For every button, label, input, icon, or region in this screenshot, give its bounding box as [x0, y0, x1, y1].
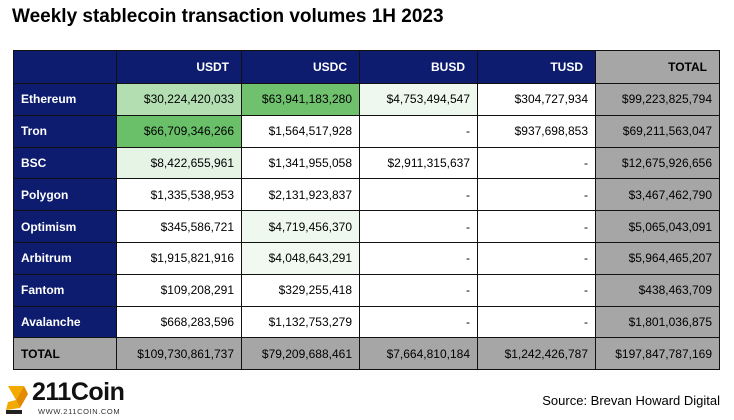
cell-total: $1,801,036,875 [595, 305, 720, 339]
cell-total: $5,065,043,091 [595, 210, 720, 243]
cell-tusd: - [477, 210, 596, 243]
cell-usdt: $1,335,538,953 [116, 178, 242, 212]
total-cell-usdt: $109,730,861,737 [116, 337, 242, 371]
total-cell-busd: $7,664,810,184 [359, 337, 478, 371]
row-label: Tron [13, 114, 117, 148]
table-row: Avalanche $668,283,596 $1,132,753,279- - $1,… [13, 305, 720, 339]
total-cell-usdc: $79,209,688,461 [241, 337, 360, 371]
cell-usdt: $30,224,420,033 [116, 83, 242, 116]
cell-busd: - [359, 114, 478, 148]
column-header-tusd: TUSD [477, 50, 596, 84]
cell-tusd: $304,727,934 [477, 83, 596, 116]
cell-usdc: $1,132,753,279 [241, 305, 360, 339]
total-cell-tusd: $1,242,426,787 [477, 337, 596, 371]
total-cell-total: $197,847,787,169 [595, 337, 720, 371]
row-label: Arbitrum [13, 241, 117, 275]
cell-busd: - [359, 178, 478, 212]
cell-usdt: $1,915,821,916 [116, 241, 242, 275]
cell-usdc: $63,941,183,280 [241, 83, 360, 116]
column-header-usdt: USDT [116, 50, 242, 84]
cell-usdc: $4,048,643,291 [241, 241, 360, 275]
cell-total: $3,467,462,790 [595, 178, 720, 212]
cell-usdc: $1,341,955,058 [241, 146, 360, 180]
table-row: Optimism $345,586,721 $4,719,456,370- - $5,0… [13, 210, 720, 243]
chart-title: Weekly stablecoin transaction volumes 1H… [12, 6, 444, 27]
cell-total: $99,223,825,794 [595, 83, 720, 116]
row-label: Polygon [13, 178, 117, 212]
brand-logo: 211Coin WWW.211COIN.COM [4, 378, 154, 418]
source-note: Source: Brevan Howard Digital [542, 393, 720, 408]
row-label: BSC [13, 146, 117, 180]
table-row: Fantom $109,208,291 $329,255,418- - $438,463… [13, 273, 720, 307]
cell-busd: - [359, 210, 478, 243]
cell-busd: $4,753,494,547 [359, 83, 478, 116]
total-row-label: TOTAL [13, 337, 117, 371]
total-row: TOTAL $109,730,861,737 $79,209,688,461 $7,6… [13, 337, 720, 371]
cell-usdc: $4,719,456,370 [241, 210, 360, 243]
table-row: BSC $8,422,655,961 $1,341,955,058 $2,911,31… [13, 146, 720, 180]
row-label: Avalanche [13, 305, 117, 339]
cell-tusd: - [477, 273, 596, 307]
cell-busd: - [359, 273, 478, 307]
cell-tusd: - [477, 178, 596, 212]
cell-usdc: $2,131,923,837 [241, 178, 360, 212]
table-row: Arbitrum $1,915,821,916 $4,048,643,291- - $5… [13, 241, 720, 275]
table-row: Tron $66,709,346,266 $1,564,517,928- $937,6… [13, 114, 720, 148]
cell-busd: $2,911,315,637 [359, 146, 478, 180]
logo-wordmark: 211Coin [32, 378, 125, 406]
cell-usdc: $1,564,517,928 [241, 114, 360, 148]
logo-url: WWW.211COIN.COM [38, 407, 121, 416]
cell-total: $69,211,563,047 [595, 114, 720, 148]
cell-busd: - [359, 305, 478, 339]
table-row: Ethereum $30,224,420,033 $63,941,183,280 $4… [13, 83, 720, 116]
cell-usdt: $109,208,291 [116, 273, 242, 307]
cell-total: $438,463,709 [595, 273, 720, 307]
cell-tusd: - [477, 241, 596, 275]
cell-tusd: - [477, 146, 596, 180]
cell-tusd: - [477, 305, 596, 339]
header-row: USDT USDC BUSD TUSD TOTAL [13, 50, 720, 84]
table-row: Polygon $1,335,538,953 $2,131,923,837- - $3,… [13, 178, 720, 212]
cell-usdt: $8,422,655,961 [116, 146, 242, 180]
column-header-usdc: USDC [241, 50, 360, 84]
cell-total: $5,964,465,207 [595, 241, 720, 275]
row-label: Ethereum [13, 83, 117, 116]
row-label: Optimism [13, 210, 117, 243]
cell-usdt: $66,709,346,266 [116, 114, 242, 148]
column-header-busd: BUSD [359, 50, 478, 84]
cell-busd: - [359, 241, 478, 275]
logo-emblem-icon [6, 386, 28, 414]
stablecoin-volume-table: USDT USDC BUSD TUSD TOTAL Ethereum $30,22… [13, 50, 720, 371]
cell-usdc: $329,255,418 [241, 273, 360, 307]
cell-total: $12,675,926,656 [595, 146, 720, 180]
cell-usdt: $668,283,596 [116, 305, 242, 339]
row-label: Fantom [13, 273, 117, 307]
column-header-total: TOTAL [595, 50, 720, 84]
cell-tusd: $937,698,853 [477, 114, 596, 148]
corner-cell [13, 50, 117, 84]
cell-usdt: $345,586,721 [116, 210, 242, 243]
